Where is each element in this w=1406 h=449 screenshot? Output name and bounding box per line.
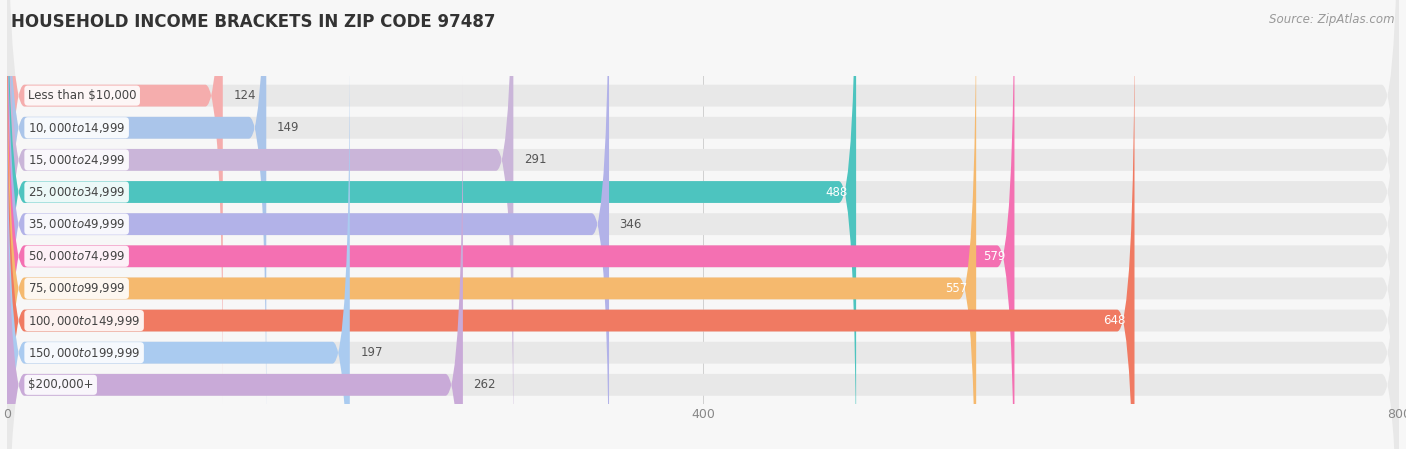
FancyBboxPatch shape [7,42,350,449]
Text: $50,000 to $74,999: $50,000 to $74,999 [28,249,125,263]
FancyBboxPatch shape [7,75,463,449]
Text: 149: 149 [277,121,299,134]
Text: 291: 291 [524,154,547,167]
Text: $200,000+: $200,000+ [28,379,93,392]
Text: Less than $10,000: Less than $10,000 [28,89,136,102]
Text: $35,000 to $49,999: $35,000 to $49,999 [28,217,125,231]
Text: $15,000 to $24,999: $15,000 to $24,999 [28,153,125,167]
Text: $10,000 to $14,999: $10,000 to $14,999 [28,121,125,135]
FancyBboxPatch shape [7,0,222,406]
Text: $150,000 to $199,999: $150,000 to $199,999 [28,346,141,360]
Text: 124: 124 [233,89,256,102]
FancyBboxPatch shape [7,0,1399,449]
FancyBboxPatch shape [7,0,1399,438]
Text: Source: ZipAtlas.com: Source: ZipAtlas.com [1270,13,1395,26]
Text: $25,000 to $34,999: $25,000 to $34,999 [28,185,125,199]
FancyBboxPatch shape [7,0,976,449]
FancyBboxPatch shape [7,0,513,449]
Text: $100,000 to $149,999: $100,000 to $149,999 [28,313,141,328]
Text: 648: 648 [1104,314,1126,327]
Text: 488: 488 [825,185,848,198]
FancyBboxPatch shape [7,0,1399,449]
FancyBboxPatch shape [7,0,856,449]
Text: 346: 346 [620,218,643,231]
FancyBboxPatch shape [7,0,1399,449]
FancyBboxPatch shape [7,0,1399,449]
FancyBboxPatch shape [7,0,266,438]
FancyBboxPatch shape [7,42,1399,449]
Text: 557: 557 [945,282,967,295]
FancyBboxPatch shape [7,10,1399,449]
FancyBboxPatch shape [7,0,1015,449]
Text: 579: 579 [983,250,1005,263]
FancyBboxPatch shape [7,75,1399,449]
FancyBboxPatch shape [7,0,1399,406]
FancyBboxPatch shape [7,0,609,449]
Text: 197: 197 [360,346,382,359]
Text: HOUSEHOLD INCOME BRACKETS IN ZIP CODE 97487: HOUSEHOLD INCOME BRACKETS IN ZIP CODE 97… [11,13,496,31]
FancyBboxPatch shape [7,0,1399,449]
Text: $75,000 to $99,999: $75,000 to $99,999 [28,282,125,295]
Text: 262: 262 [474,379,496,392]
FancyBboxPatch shape [7,10,1135,449]
